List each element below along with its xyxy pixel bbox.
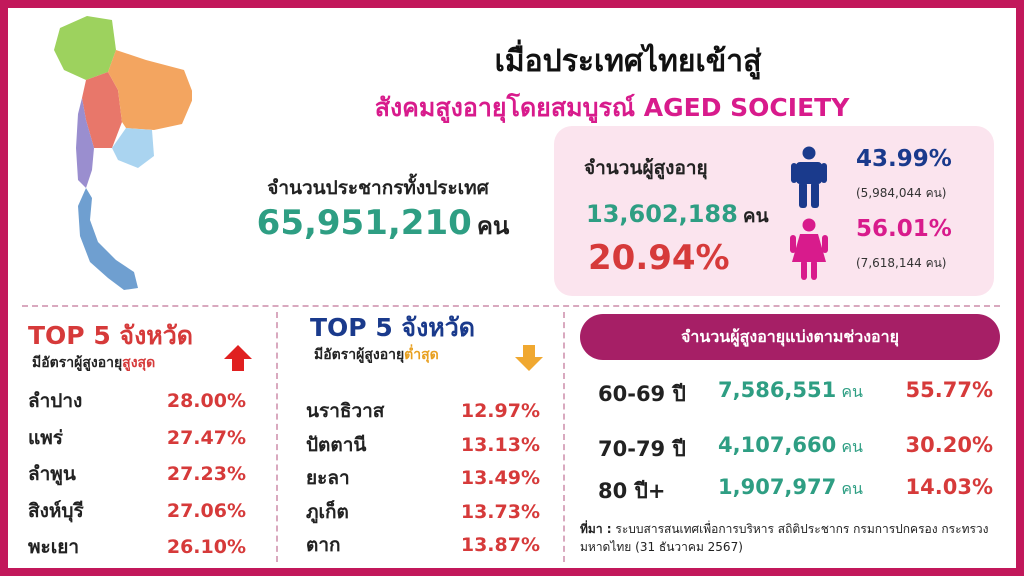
age-count-unit: คน <box>841 437 863 456</box>
age-range: 60-69 ปี <box>598 382 686 406</box>
province-percent: 27.23% <box>166 463 246 485</box>
province-percent: 13.87% <box>460 534 540 556</box>
age-percent: 55.77% <box>905 378 993 402</box>
province-name: ปัตตานี <box>306 433 367 456</box>
province-name: สิงห์บุรี <box>28 499 84 522</box>
province-name: แพร่ <box>28 426 63 449</box>
province-percent: 28.00% <box>166 390 246 412</box>
top-highest-subtitle-highlight: สูงสุด <box>122 355 156 371</box>
source-text: ระบบสารสนเทศเพื่อการบริหาร สถิติประชากร … <box>580 522 989 554</box>
male-percent: 43.99% <box>856 146 952 172</box>
province-row: นราธิวาส 12.97% <box>306 396 540 430</box>
elderly-summary-card <box>554 126 994 296</box>
province-row: ปัตตานี 13.13% <box>306 430 540 464</box>
age-count: 7,586,551 คน <box>718 378 863 405</box>
province-percent: 13.73% <box>460 500 540 523</box>
age-count-unit: คน <box>841 479 863 498</box>
age-range: 70-79 ปี <box>598 437 686 461</box>
female-person-icon <box>790 218 828 280</box>
province-percent: 26.10% <box>166 536 246 558</box>
province-percent: 13.49% <box>460 467 540 489</box>
age-group-row: 70-79 ปี 4,107,660 คน 30.20% <box>598 433 993 465</box>
source-note: ที่มา : ระบบสารสนเทศเพื่อการบริหาร สถิติ… <box>580 520 1005 556</box>
province-row: ภูเก็ต 13.73% <box>306 497 540 531</box>
province-row: ลำพูน 27.23% <box>28 459 246 496</box>
province-row: พะเยา 26.10% <box>28 532 246 568</box>
province-row: ตาก 13.87% <box>306 530 540 564</box>
province-row: สิงห์บุรี 27.06% <box>28 496 246 533</box>
page-subtitle: สังคมสูงอายุโดยสมบูรณ์ AGED SOCIETY <box>374 93 850 122</box>
source-label: ที่มา : <box>580 522 612 536</box>
top-lowest-title: TOP 5 จังหวัด <box>310 313 476 342</box>
top-lowest-subtitle-highlight: ต่ำสุด <box>404 347 439 363</box>
female-count: (7,618,144 คน) <box>856 256 947 270</box>
male-person-icon <box>791 146 827 208</box>
age-percent: 30.20% <box>905 433 993 457</box>
column-divider <box>276 312 278 562</box>
population-value: 65,951,210 คน <box>223 203 543 245</box>
province-name: ยะลา <box>306 467 350 489</box>
elderly-percent: 20.94% <box>588 238 730 278</box>
column-divider <box>563 312 565 562</box>
age-groups-header: จำนวนผู้สูงอายุแบ่งตามช่วงอายุ <box>580 314 1000 360</box>
page-title: เมื่อประเทศไทยเข้าสู่ <box>494 44 762 79</box>
population-unit: คน <box>476 212 510 240</box>
age-group-row: 80 ปี+ 1,907,977 คน 14.03% <box>598 475 993 507</box>
arrow-up-icon <box>224 345 252 371</box>
province-percent: 12.97% <box>460 400 540 422</box>
age-count-number: 7,586,551 <box>718 378 837 402</box>
arrow-down-icon <box>515 345 543 371</box>
top-lowest-list: นราธิวาส 12.97% ปัตตานี 13.13% ยะลา 13.49% ภูเ… <box>306 396 540 564</box>
female-percent: 56.01% <box>856 216 952 242</box>
province-name: ลำปาง <box>28 390 83 412</box>
population-number: 65,951,210 <box>256 203 472 243</box>
province-row: แพร่ 27.47% <box>28 423 246 460</box>
infographic: เมื่อประเทศไทยเข้าสู่ สังคมสูงอายุโดยสมบ… <box>8 8 1016 568</box>
top-highest-subtitle-prefix: มีอัตราผู้สูงอายุ <box>32 355 123 371</box>
age-range: 80 ปี+ <box>598 479 666 503</box>
top-highest-title: TOP 5 จังหวัด <box>28 321 194 350</box>
age-group-row: 60-69 ปี 7,586,551 คน 55.77% <box>598 378 993 410</box>
province-name: ภูเก็ต <box>306 500 349 523</box>
province-name: ลำพูน <box>28 463 76 485</box>
top-highest-list: ลำปาง 28.00% แพร่ 27.47% ลำพูน 27.23% สิงห์บุร… <box>28 386 246 568</box>
age-count-unit: คน <box>841 382 863 401</box>
province-percent: 27.06% <box>166 499 246 522</box>
province-row: ลำปาง 28.00% <box>28 386 246 423</box>
population-label: จำนวนประชากรทั้งประเทศ <box>267 177 489 199</box>
section-divider <box>22 305 1000 307</box>
elderly-count: 13,602,188 คน <box>586 200 769 231</box>
province-percent: 13.13% <box>460 433 540 456</box>
province-name: นราธิวาส <box>306 400 385 422</box>
top-highest-subtitle: มีอัตราผู้สูงอายุสูงสุด <box>32 352 155 374</box>
top-lowest-subtitle: มีอัตราผู้สูงอายุต่ำสุด <box>314 344 439 366</box>
age-count-number: 1,907,977 <box>718 475 837 499</box>
province-name: พะเยา <box>28 536 80 558</box>
thailand-map-icon <box>54 16 192 290</box>
elderly-count-number: 13,602,188 <box>586 200 738 228</box>
elderly-count-unit: คน <box>742 205 769 227</box>
province-row: ยะลา 13.49% <box>306 463 540 497</box>
age-count: 4,107,660 คน <box>718 433 863 460</box>
age-count-number: 4,107,660 <box>718 433 837 457</box>
age-percent: 14.03% <box>905 475 993 499</box>
province-name: ตาก <box>306 534 341 556</box>
top-lowest-subtitle-prefix: มีอัตราผู้สูงอายุ <box>314 347 405 363</box>
age-count: 1,907,977 คน <box>718 475 863 502</box>
male-count: (5,984,044 คน) <box>856 186 947 200</box>
elderly-label: จำนวนผู้สูงอายุ <box>584 157 708 179</box>
province-percent: 27.47% <box>166 426 246 449</box>
